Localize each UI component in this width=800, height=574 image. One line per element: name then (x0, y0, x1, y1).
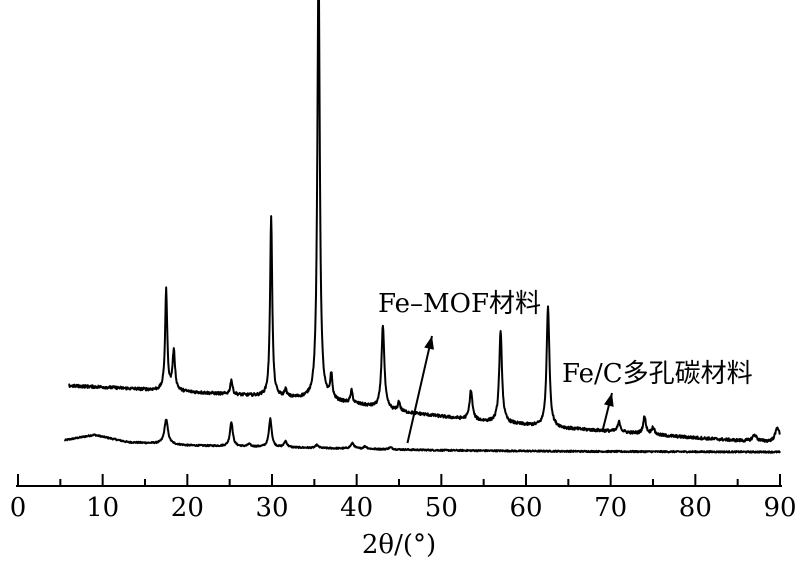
annotation-arrow-head-fe-c (603, 393, 614, 407)
annotation-label-fe-mof: Fe–MOF材料 (378, 289, 541, 319)
x-tick-label-30: 30 (255, 493, 288, 523)
x-tick-label-80: 80 (679, 493, 712, 523)
annotation-arrow-head-fe-mof (424, 336, 434, 350)
series-layer (63, 0, 781, 454)
series-line-fe-mof (63, 417, 781, 454)
x-axis-label: 2θ/(°) (362, 530, 436, 560)
x-tick-label-90: 90 (763, 493, 796, 523)
x-tick-label-layer: 0 10 20 30 40 50 60 70 80 90 (10, 493, 797, 523)
x-tick-label-70: 70 (594, 493, 627, 523)
series-line-fe-c (68, 0, 781, 443)
x-tick-label-50: 50 (425, 493, 458, 523)
x-tick-label-20: 20 (171, 493, 204, 523)
annotation-label-fe-c: Fe/C多孔碳材料 (562, 359, 753, 389)
x-tick-layer (17, 474, 781, 486)
x-tick-label-10: 10 (86, 493, 119, 523)
x-tick-label-60: 60 (509, 493, 542, 523)
annotation-layer: Fe–MOF材料 Fe/C多孔碳材料 (378, 289, 753, 444)
x-tick-label-40: 40 (340, 493, 373, 523)
annotation-arrow-line-fe-mof (406, 335, 433, 444)
x-tick-label-0: 0 (10, 493, 27, 523)
